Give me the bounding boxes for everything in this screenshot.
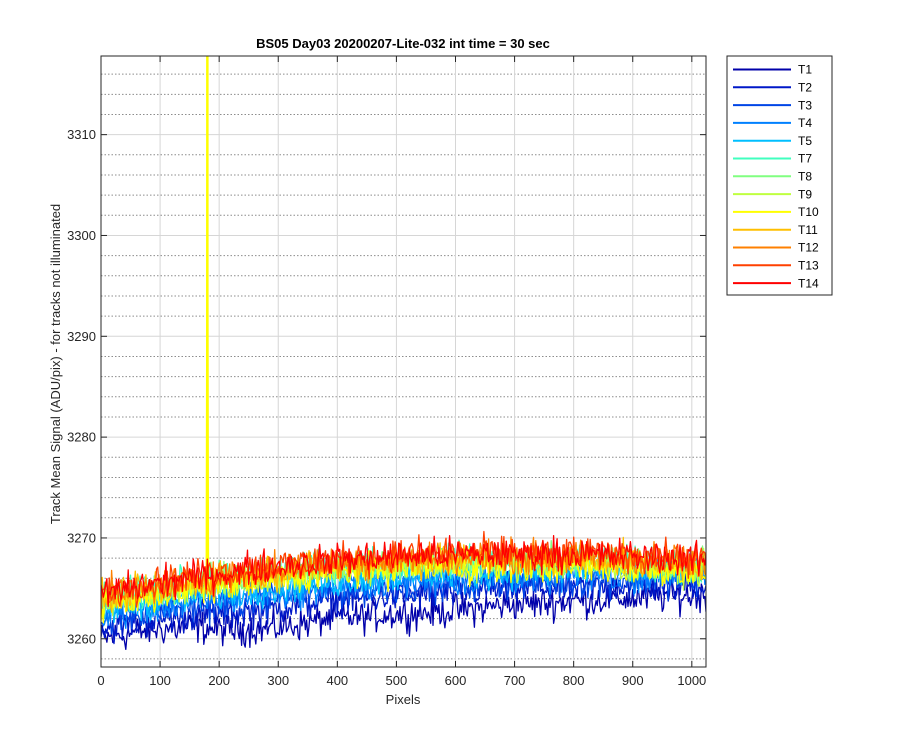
legend: T1 T2 T3 T4 T5 T7 T8 T9 T10 T11 T12 T13 T14	[726, 55, 833, 296]
y-tick-label: 3280	[67, 430, 96, 445]
legend-label-t4: T4	[798, 116, 812, 130]
y-tick-label: 3310	[67, 127, 96, 142]
legend-label-t12: T12	[798, 241, 819, 255]
x-tick-label: 600	[445, 673, 467, 688]
x-axis-label: Pixels	[386, 692, 421, 707]
y-tick-label: 3300	[67, 228, 96, 243]
series-group	[101, 56, 706, 651]
legend-label-t5: T5	[798, 134, 812, 148]
x-tick-label: 800	[563, 673, 585, 688]
legend-label-t9: T9	[798, 187, 812, 201]
legend-label-t14: T14	[798, 276, 819, 290]
legend-label-t3: T3	[798, 98, 812, 112]
series-line-t1	[101, 575, 706, 651]
y-tick-label: 3270	[67, 530, 96, 545]
x-tick-label: 400	[326, 673, 348, 688]
legend-label-t8: T8	[798, 170, 812, 184]
y-tick-label: 3260	[67, 631, 96, 646]
legend-label-t13: T13	[798, 259, 819, 273]
legend-label-t11: T11	[798, 223, 818, 237]
x-tick-label: 500	[386, 673, 408, 688]
chart-title: BS05 Day03 20200207-Lite-032 int time = …	[256, 36, 550, 51]
legend-label-t2: T2	[798, 81, 812, 95]
x-tick-label: 900	[622, 673, 644, 688]
y-tick-label: 3290	[67, 329, 96, 344]
series-line-t14	[101, 535, 706, 608]
tick-marks	[100, 56, 706, 667]
legend-label-t7: T7	[798, 152, 812, 166]
series-line-t12	[101, 536, 706, 615]
x-tick-labels: 0 100 200 300 400 500 600 700 800 900 1000	[97, 673, 706, 688]
x-tick-label: 1000	[677, 673, 706, 688]
x-tick-label: 100	[149, 673, 171, 688]
x-tick-label: 200	[208, 673, 230, 688]
y-axis-label: Track Mean Signal (ADU/pix) - for tracks…	[48, 204, 63, 524]
y-tick-labels: 3260 3270 3280 3290 3300 3310	[67, 127, 96, 646]
axes-box	[100, 55, 707, 668]
legend-label-t1: T1	[798, 63, 812, 77]
x-tick-label: 0	[97, 673, 104, 688]
legend-label-t10: T10	[798, 205, 819, 219]
x-tick-label: 300	[267, 673, 289, 688]
x-tick-label: 700	[504, 673, 526, 688]
